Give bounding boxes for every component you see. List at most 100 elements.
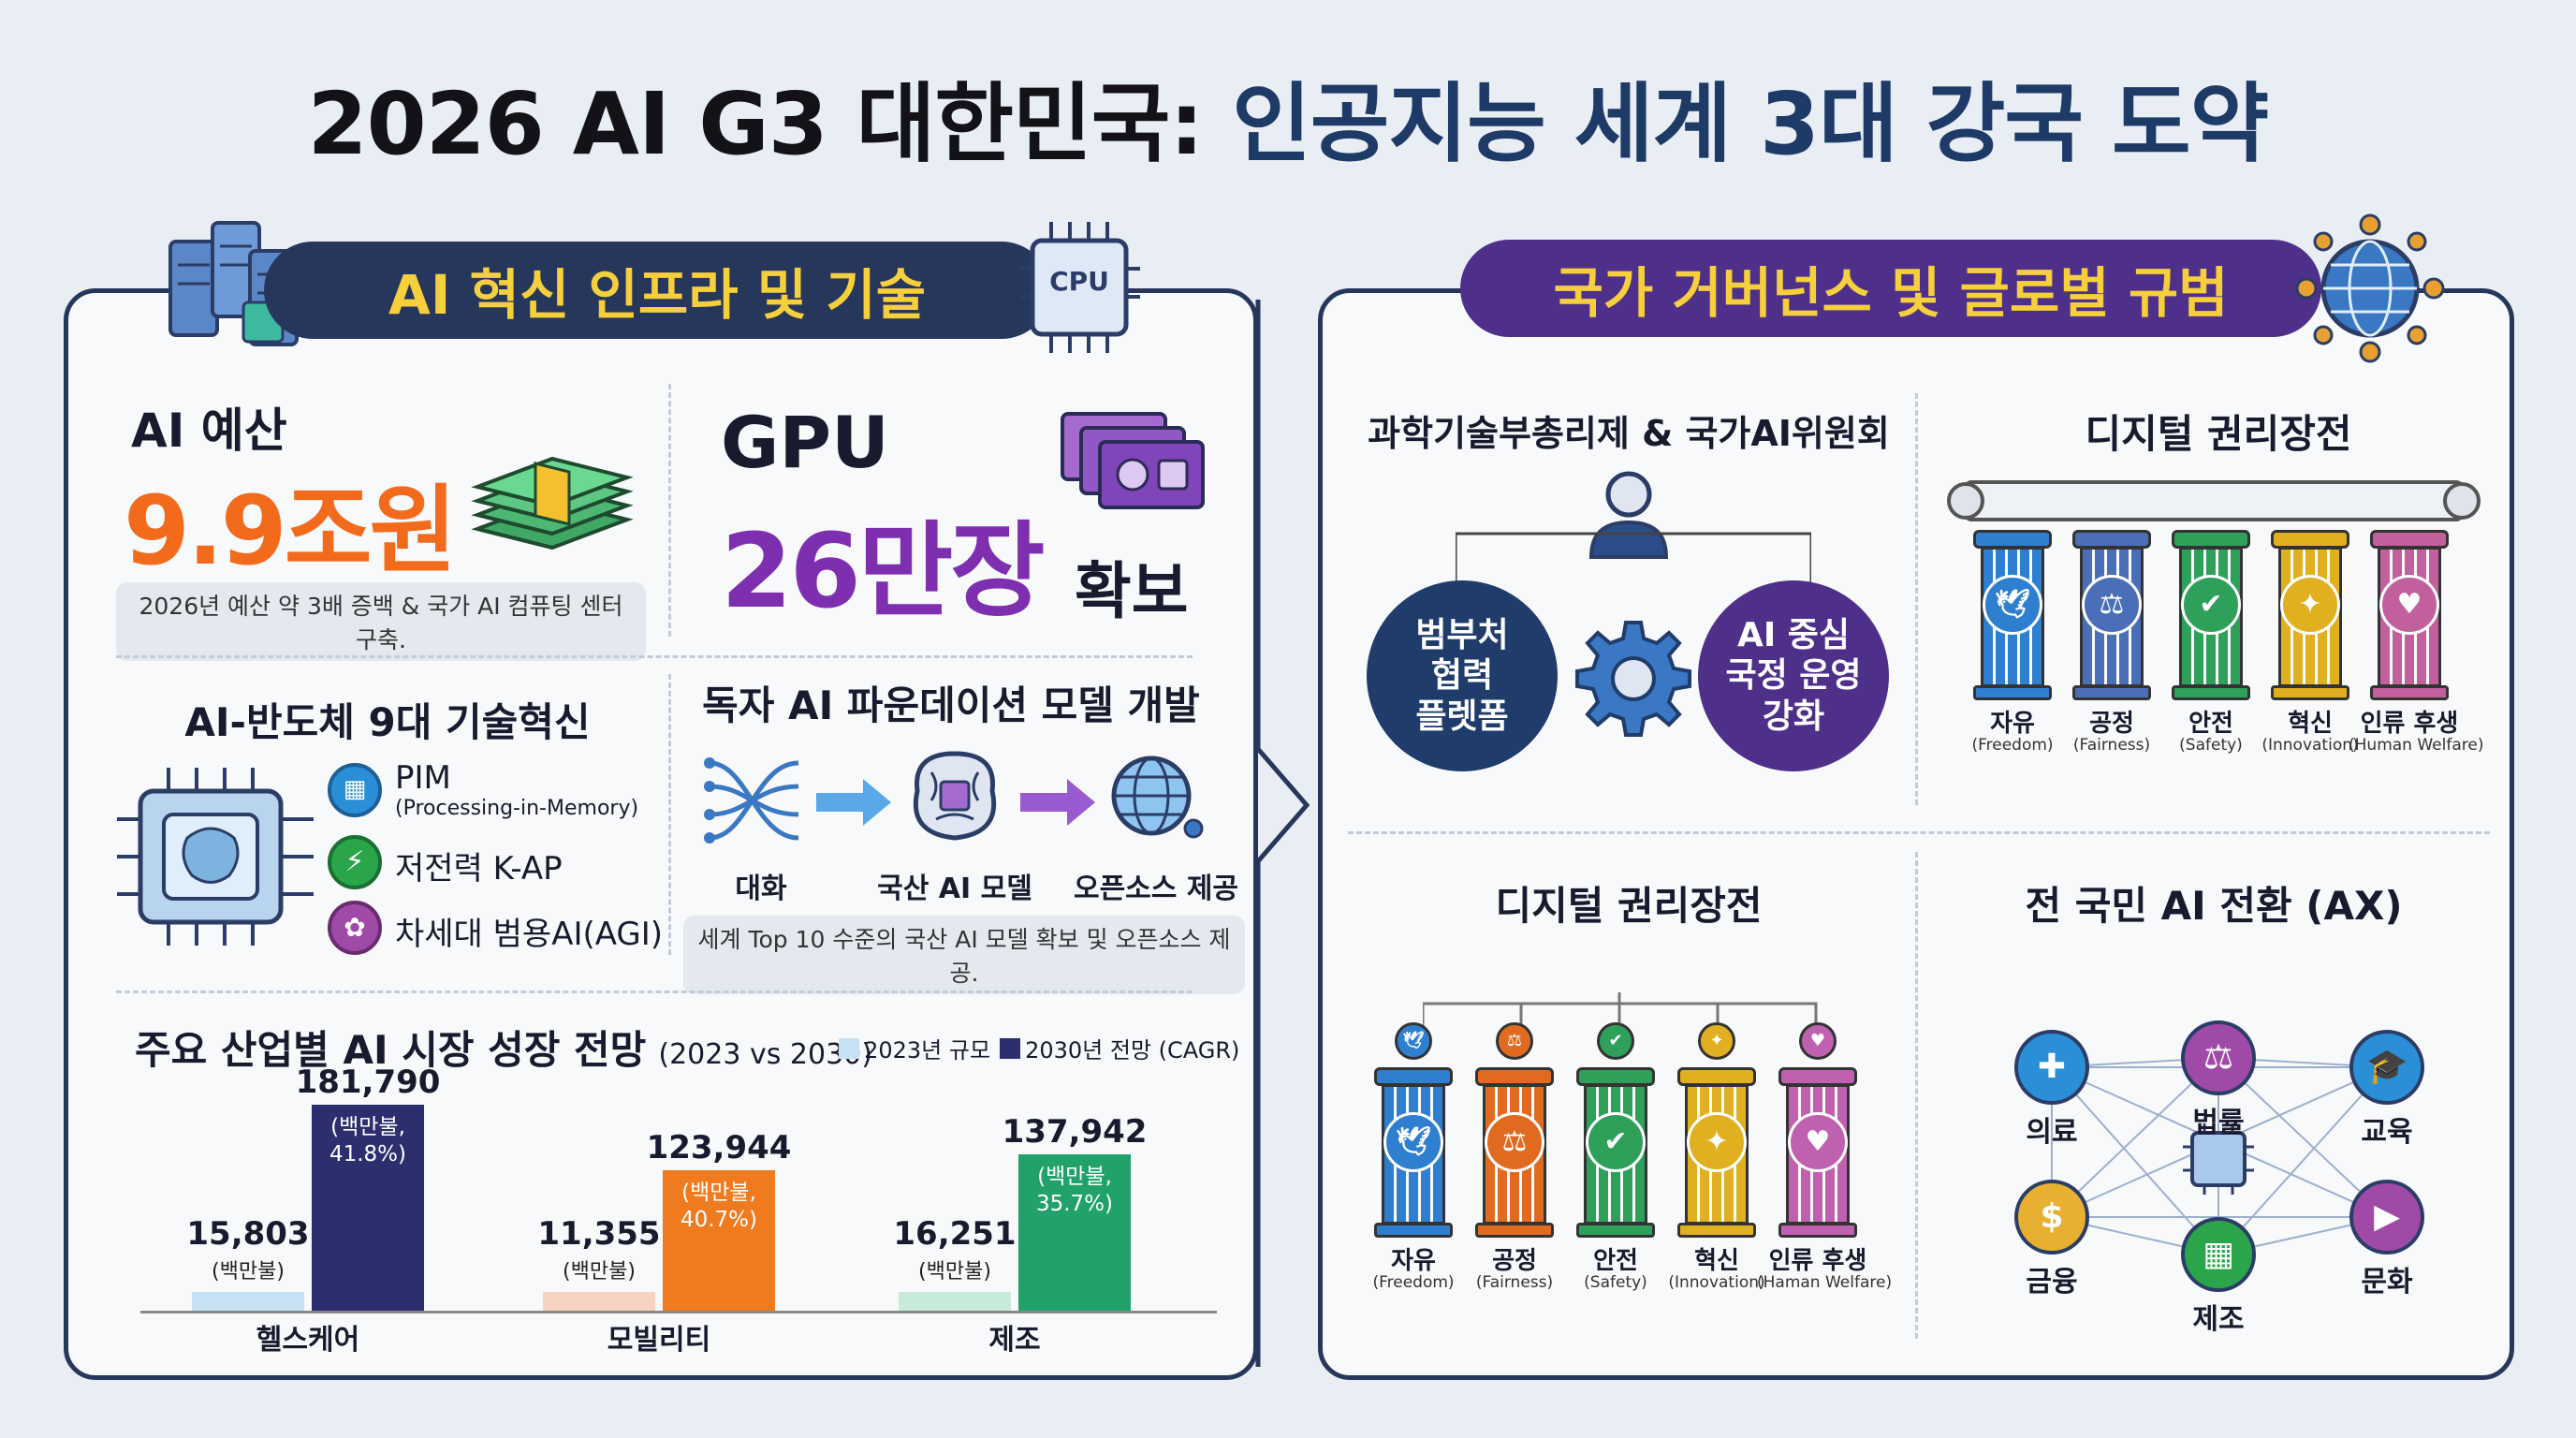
globe-icon (2295, 213, 2445, 363)
pillars-top-capital-3 (2271, 530, 2349, 549)
pillars-bottom-top-icon-4: ♥ (1799, 1022, 1837, 1060)
pillars-bottom-pillar-2: ✔ ✔ 안전 (Safety) (1569, 1022, 1662, 1313)
gpu-card-icon (1058, 404, 1208, 517)
ax-node-label-3: 제조 (2192, 1303, 2245, 1336)
pillars-top-label-1: 공정 (2089, 710, 2134, 738)
pillars-bottom-top-icon-1: ⚖ (1496, 1022, 1533, 1060)
brain-icon: ✿ (328, 901, 382, 955)
divider-vertical-mid (668, 674, 671, 955)
left-ribbon: AI 혁신 인프라 및 기술 (264, 242, 1050, 339)
pillars-top-sub-2: (Safety) (2179, 736, 2243, 755)
foundation-title: 독자 AI 파운데이션 모델 개발 (702, 682, 1200, 728)
market-subtitle: (2023 vs 2030) (658, 1038, 872, 1071)
gpu-value: 26만장 (721, 511, 1045, 631)
foundation-step-3: 오픈소스 제공 (1073, 873, 1239, 905)
market-title-row: 주요 산업별 AI 시장 성장 전망 (2023 vs 2030) (135, 1019, 1258, 1075)
bar-2023-value-1: 11,355 (537, 1215, 661, 1253)
scales-icon: ⚖ (1485, 1112, 1544, 1172)
pillars-bottom-base-1 (1475, 1223, 1554, 1238)
title-part2: 인공지능 세계 3대 강국 도약 (1232, 74, 2269, 174)
pillars-top-pillar-0: 🕊 자유 (Freedom) (1966, 530, 2059, 792)
pillars-bottom-base-2 (1576, 1223, 1655, 1238)
category-label-1: 모빌리티 (607, 1324, 711, 1357)
semi-title: AI-반도체 9대 기술혁신 (184, 699, 591, 745)
legend-2023-swatch (839, 1037, 859, 1059)
pillars-bottom-sub-4: (Haman Welfare) (1757, 1273, 1893, 1292)
legend-2030-swatch (1000, 1037, 1020, 1059)
bar-2030-1 (663, 1169, 775, 1311)
semi-item-agi: ✿ 차세대 범용AI(AGI) (328, 901, 674, 961)
pillars-top-base-2 (2172, 685, 2250, 700)
rights-top-scroll (1947, 473, 2481, 529)
rights-bottom-tree (1421, 992, 1844, 1049)
pillars-bottom-capital-1 (1475, 1067, 1554, 1086)
pillars-bottom-top-icon-0: 🕊 (1395, 1022, 1432, 1060)
gpu-suffix: 확보 (1075, 555, 1189, 627)
pillars-bottom-label-1: 공정 (1492, 1247, 1537, 1275)
legend-2023-label: 2023년 규모 (864, 1037, 991, 1064)
cpu-chip-label: CPU (1049, 266, 1109, 297)
chart-baseline (140, 1311, 1217, 1313)
factory-icon: ▦ (2181, 1217, 2256, 1292)
panel-connector (1251, 300, 1325, 1367)
bar-2023-unit-0: (백만불) (212, 1260, 285, 1284)
bar-2023-unit-2: (백만불) (918, 1260, 991, 1284)
governance-title: 과학기술부총리제 & 국가AI위원회 (1368, 413, 1890, 454)
foundation-step-1: 대화 (735, 873, 787, 905)
pillars-top-label-3: 혁신 (2288, 710, 2333, 738)
right-gov-circle: AI 중심 국정 운영 강화 (1698, 580, 1889, 771)
bar-2023-value-2: 16,251 (893, 1215, 1017, 1253)
foundation-step-2: 국산 AI 모델 (877, 873, 1032, 905)
pillars-bottom-sub-2: (Safety) (1584, 1273, 1647, 1292)
pillars-top-pillar-4: ♥ 인류 후생 (Human Welfare) (2349, 530, 2483, 792)
pillars-bottom-base-0 (1374, 1223, 1453, 1238)
shield-icon: ✔ (2181, 575, 2241, 635)
pillars-bottom-sub-1: (Fairness) (1475, 1273, 1554, 1292)
semi-item-pim: ▦ PIM (Processing-in-Memory) (328, 759, 665, 829)
semi-item-kap-label: 저전력 K-AP (395, 850, 563, 888)
pillars-bottom-label-3: 혁신 (1694, 1247, 1739, 1275)
pillars-top-label-4: 인류 후생 (2360, 710, 2459, 738)
divider-vertical-top (668, 384, 671, 637)
divider-horizontal-right (1348, 831, 2490, 834)
gear-icon (1573, 618, 1694, 740)
arrow-right-icon (816, 779, 891, 826)
legend-2023: 2023년 규모 (839, 1032, 1026, 1064)
rights-top-pillars: 🕊 자유 (Freedom) ⚖ 공정 (Fairness) ✔ 안전 (Safety) ✦ 혁신(… (1966, 530, 2490, 792)
divider-horizontal-2 (116, 990, 1193, 993)
bar-2023-unit-1: (백만불) (563, 1260, 636, 1284)
gpu-label: GPU (721, 401, 889, 484)
budget-value: 9.9조원 (124, 476, 457, 587)
pillars-bottom-capital-0 (1374, 1067, 1453, 1086)
pillars-bottom-sub-3: (Innovation) (1668, 1273, 1765, 1292)
coins-icon: $ (2014, 1180, 2089, 1255)
budget-label: AI 예산 (131, 404, 287, 458)
bar-2023-0 (192, 1292, 304, 1311)
graduation-cap-icon: 🎓 (2349, 1030, 2424, 1105)
right-ribbon: 국가 거버넌스 및 글로벌 규범 (1460, 240, 2321, 337)
person-icon (1582, 468, 1676, 562)
pillars-top-label-0: 자유 (1990, 710, 2035, 738)
pillars-top-base-4 (2370, 685, 2449, 700)
category-label-0: 헬스케어 (256, 1324, 360, 1357)
pillars-top-base-1 (2072, 685, 2151, 700)
pillars-top-capital-4 (2370, 530, 2449, 549)
ax-nodes: ⚖ 법률 🎓 교육 ▶ 문화 ▦ 제조 $ 금융 ✚ 의료 (1984, 992, 2452, 1339)
divider-horizontal-1 (116, 655, 1193, 658)
category-label-2: 제조 (988, 1324, 1041, 1357)
divider-vertical-right-top (1915, 393, 1918, 805)
rights-top-title: 디지털 권리장전 (2085, 411, 2352, 457)
foundation-note: 세계 Top 10 수준의 국산 AI 모델 확보 및 오픈소스 제공. (683, 916, 1245, 994)
bar-2030-cagr-0: (백만불, 41.8%) (329, 1114, 407, 1167)
semi-item-pim-label: PIM (395, 759, 451, 797)
money-stack-icon (468, 440, 637, 562)
pillars-top-sub-3: (Innovation) (2261, 736, 2359, 755)
lightning-icon: ⚡ (328, 835, 382, 889)
scales-icon: ⚖ (2082, 575, 2142, 635)
semi-item-kap: ⚡ 저전력 K-AP (328, 835, 665, 895)
lightbulb-icon: ✦ (2280, 575, 2340, 635)
heart-hands-icon: ♥ (2379, 575, 2439, 635)
pillars-bottom-capital-3 (1677, 1067, 1756, 1086)
bar-2030-2 (1018, 1154, 1131, 1311)
semi-item-agi-label: 차세대 범용AI(AGI) (395, 916, 664, 953)
